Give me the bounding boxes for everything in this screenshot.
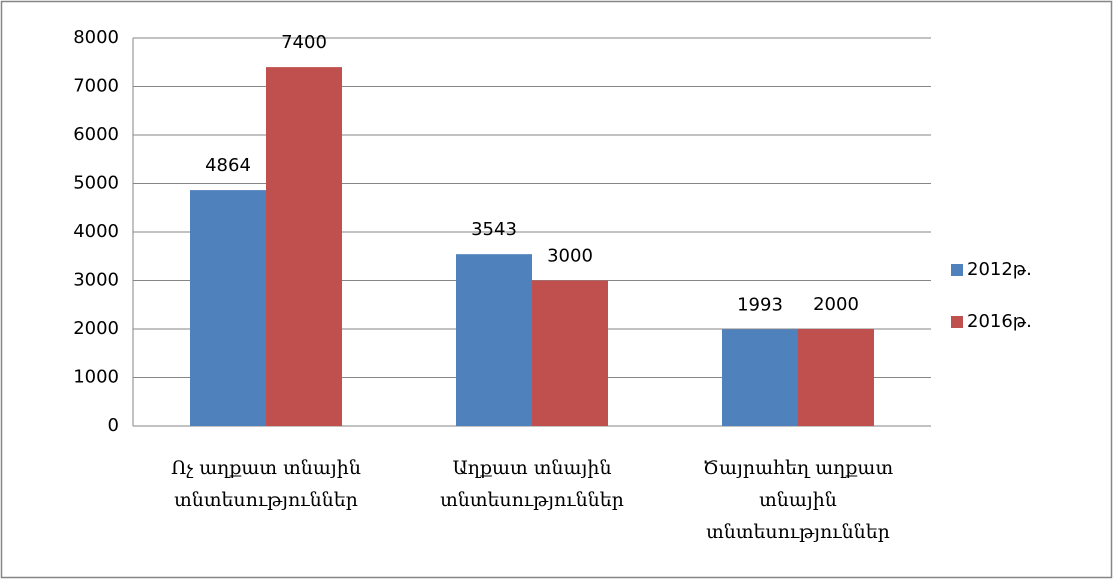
data-label: 1993 bbox=[737, 294, 783, 315]
bar bbox=[532, 280, 608, 426]
bar bbox=[722, 329, 798, 426]
y-tick-label: 1000 bbox=[73, 367, 119, 388]
legend-swatch bbox=[951, 316, 963, 328]
legend-swatch bbox=[951, 264, 963, 276]
y-tick-label: 0 bbox=[108, 415, 119, 436]
x-tick-label: Ոչ աղքատ տնային տնտեսություններ bbox=[171, 457, 361, 511]
x-tick-label: Աղքատ տնային տնտեսություններ bbox=[440, 457, 624, 511]
y-tick-label: 8000 bbox=[73, 27, 119, 48]
x-tick-label: Ծայրահեղ աղքատ տնային տնտեսություններ bbox=[702, 457, 894, 543]
bar bbox=[798, 329, 874, 426]
data-label: 3543 bbox=[471, 219, 517, 240]
legend-label: 2016թ. bbox=[967, 311, 1032, 332]
y-tick-label: 5000 bbox=[73, 173, 119, 194]
y-tick-label: 2000 bbox=[73, 318, 119, 339]
data-label: 4864 bbox=[205, 155, 251, 176]
y-tick-label: 3000 bbox=[73, 270, 119, 291]
y-tick-label: 4000 bbox=[73, 221, 119, 242]
data-label: 7400 bbox=[281, 32, 327, 53]
y-tick-label: 6000 bbox=[73, 124, 119, 145]
y-tick-label: 7000 bbox=[73, 76, 119, 97]
bar bbox=[266, 67, 342, 426]
data-label: 2000 bbox=[813, 294, 859, 315]
bar bbox=[190, 190, 266, 426]
legend-label: 2012թ. bbox=[967, 259, 1032, 280]
data-label: 3000 bbox=[547, 246, 593, 267]
bar bbox=[456, 254, 532, 426]
